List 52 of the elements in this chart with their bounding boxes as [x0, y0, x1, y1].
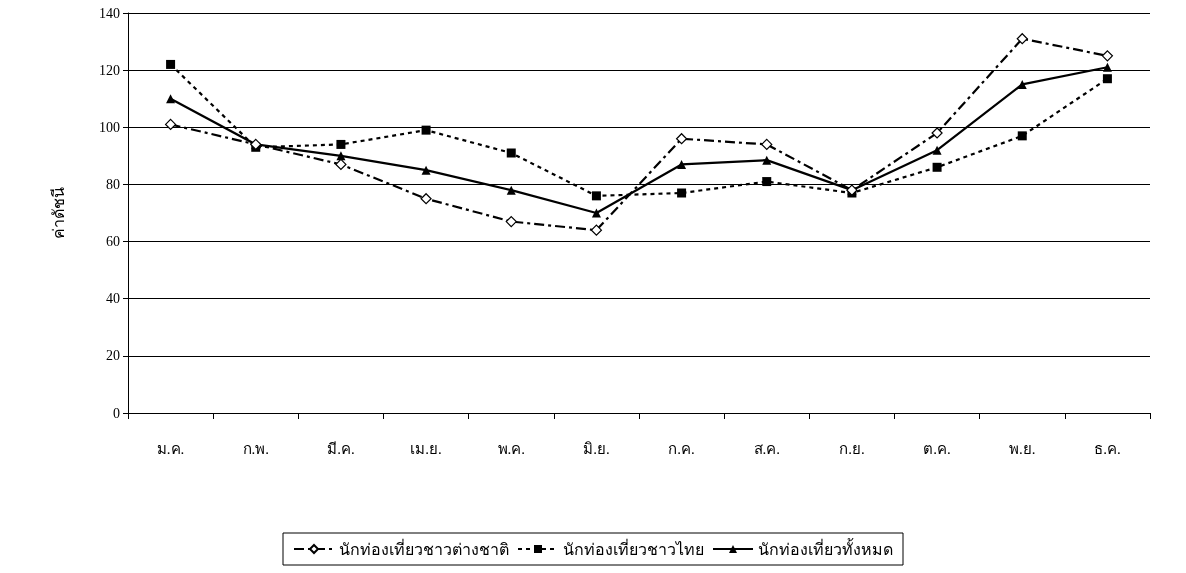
- y-tick-label: 100: [99, 119, 120, 135]
- y-tick-label: 80: [106, 176, 120, 192]
- point: [1102, 62, 1112, 72]
- point: [932, 162, 942, 172]
- point: [590, 224, 603, 236]
- point: [1102, 74, 1112, 84]
- x-tick-label: ก.พ.: [242, 440, 269, 457]
- point: [506, 185, 516, 195]
- x-tick-label: ก.ย.: [839, 440, 865, 457]
- legend-label: นักท่องเที่ยวทั้งหมด: [758, 537, 893, 558]
- x-tick-label: พ.ย.: [1009, 440, 1036, 457]
- y-axis-title: ค่าดัชนี: [49, 187, 67, 239]
- x-tick-label: ธ.ค.: [1094, 440, 1121, 457]
- y-tick-label: 0: [113, 405, 120, 421]
- y-tick-label: 40: [106, 291, 120, 307]
- x-tick-label: เม.ย.: [410, 440, 442, 457]
- point: [1017, 79, 1027, 89]
- point: [677, 159, 687, 169]
- point: [591, 191, 601, 201]
- x-tick-label: มิ.ย.: [583, 440, 610, 457]
- point: [675, 133, 688, 145]
- x-tick-label: ส.ค.: [753, 440, 780, 457]
- x-tick-label: มี.ค.: [327, 440, 355, 457]
- point: [420, 193, 432, 205]
- point: [761, 138, 773, 151]
- point: [762, 155, 772, 165]
- point: [1101, 50, 1114, 62]
- x-tick-label: ก.ค.: [668, 440, 695, 457]
- point: [336, 139, 346, 149]
- point: [677, 188, 687, 198]
- point: [932, 145, 942, 155]
- legend-label: นักท่องเที่ยวชาวไทย: [563, 537, 704, 558]
- point: [591, 208, 601, 218]
- y-tick-label: 60: [106, 234, 120, 250]
- point: [164, 118, 177, 131]
- point: [421, 165, 431, 175]
- point: [505, 215, 517, 228]
- point: [762, 177, 772, 187]
- x-tick-label: ม.ค.: [156, 440, 185, 457]
- point: [421, 125, 431, 135]
- legend-label: นักท่องเที่ยวชาวต่างชาติ: [339, 537, 509, 558]
- point: [931, 127, 943, 139]
- y-tick-label: 120: [99, 62, 120, 78]
- y-tick-label: 140: [99, 5, 120, 21]
- point: [1017, 131, 1027, 141]
- point: [166, 59, 176, 69]
- x-tick-label: ต.ค.: [923, 440, 951, 457]
- y-tick-label: 20: [106, 348, 120, 364]
- point: [166, 94, 176, 104]
- x-tick-label: พ.ค.: [497, 440, 525, 457]
- point: [506, 148, 516, 158]
- point: [1016, 33, 1028, 45]
